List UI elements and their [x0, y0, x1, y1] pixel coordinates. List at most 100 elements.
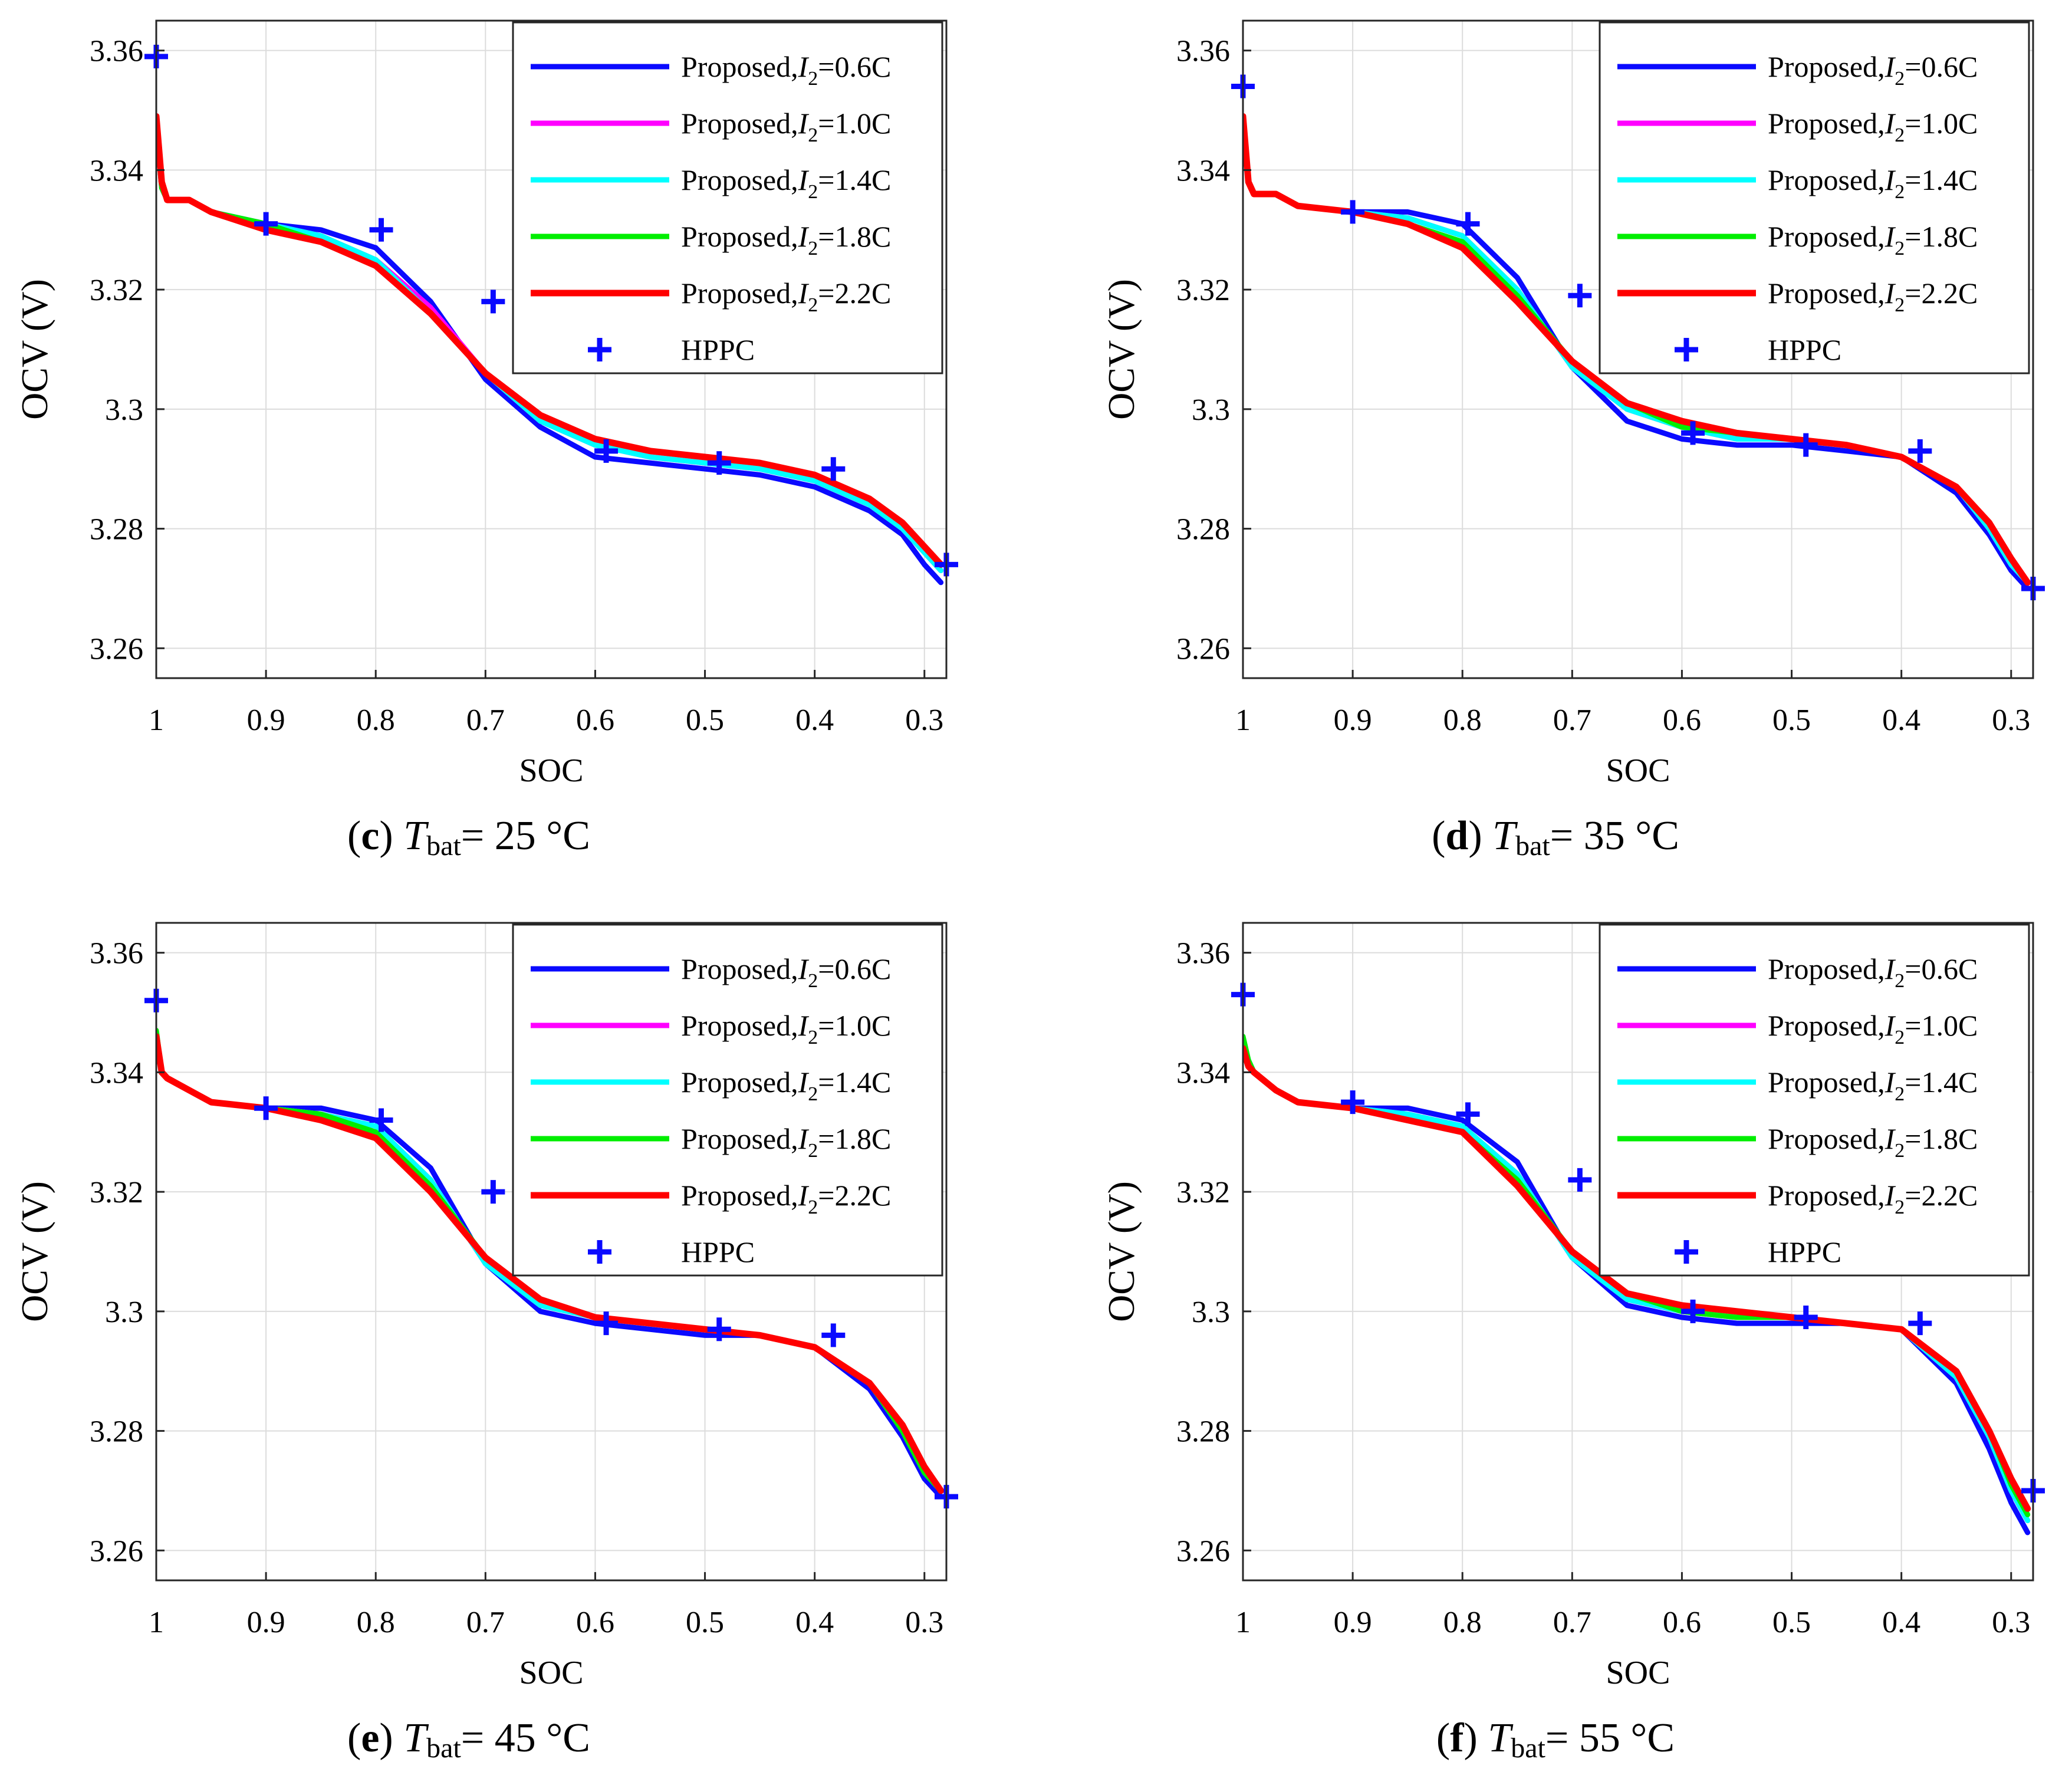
legend: Proposed,I2=0.6CProposed,I2=1.0CProposed…: [1599, 923, 2030, 1277]
axes-box: [1242, 19, 2034, 679]
legend-label-i2-1-0c: Proposed,I2=1.0C: [1768, 107, 1978, 146]
y-tick-label: 3.36: [1176, 35, 1230, 68]
legend-label-current: =0.6C: [1905, 952, 1978, 985]
y-tick-label: 3.28: [90, 1415, 143, 1449]
caption-letter: f: [1450, 1715, 1464, 1761]
caption-subscript: bat: [426, 1732, 461, 1764]
legend-label-current: =1.0C: [1905, 1009, 1978, 1042]
y-tick-label: 3.3: [1192, 393, 1230, 427]
x-tick-label: 0.7: [1553, 703, 1591, 737]
x-tick-label: 0.6: [1663, 1606, 1701, 1639]
x-tick-label: 1: [1235, 703, 1251, 737]
legend-label-current: =1.4C: [1905, 163, 1978, 196]
legend-label-i2-1-4c: Proposed,I2=1.4C: [1768, 1066, 1978, 1105]
y-tick-label: 3.36: [90, 35, 143, 68]
axes-box: [155, 922, 948, 1582]
legend-label-name: Proposed,: [681, 1009, 798, 1042]
hppc-marker: [1681, 421, 1705, 445]
legend-label-sub: 2: [1895, 970, 1905, 992]
legend-label-sub: 2: [1895, 238, 1905, 259]
legend-label-i2-1-4c: Proposed,I2=1.4C: [681, 1066, 891, 1105]
legend-label-name: Proposed,: [681, 50, 798, 83]
legend-label-var: I: [798, 1122, 810, 1155]
hppc-marker: [821, 1323, 846, 1347]
y-tick-label: 3.32: [90, 274, 143, 307]
x-tick-label: 0.8: [1443, 703, 1482, 737]
series-line-i2-2-2c: [156, 113, 945, 568]
legend-label-current: =1.4C: [818, 163, 891, 196]
legend-label-var: I: [1884, 277, 1896, 310]
legend-label-sub: 2: [808, 124, 818, 146]
caption-value: = 55 °C: [1545, 1715, 1675, 1761]
caption-subscript: bat: [1511, 1732, 1545, 1764]
legend-label-name: Proposed,: [1768, 163, 1885, 196]
hppc-marker: [1341, 1090, 1365, 1115]
x-tick-label: 0.7: [1553, 1606, 1591, 1639]
x-tick-label: 0.3: [1992, 1606, 2030, 1639]
legend-label-sub: 2: [1895, 181, 1905, 203]
legend-label-sub: 2: [1895, 124, 1905, 146]
series-line-i2-2-2c: [1243, 113, 2031, 586]
x-tick-label: 0.6: [576, 703, 614, 737]
y-tick-label: 3.32: [90, 1176, 143, 1209]
legend-label-current: =1.8C: [818, 1122, 891, 1155]
caption-subscript: bat: [426, 830, 461, 862]
x-tick-label: 1: [149, 703, 164, 737]
hppc-marker: [369, 218, 393, 242]
legend-label-name: Proposed,: [1768, 1179, 1885, 1212]
legend-label-i2-2-2c: Proposed,I2=2.2C: [681, 1179, 891, 1218]
y-tick-label: 3.34: [90, 154, 143, 188]
legend-label-hppc: HPPC: [1768, 333, 1841, 366]
legend-box: [1599, 21, 2030, 374]
legend-label-current: =1.8C: [1905, 220, 1978, 253]
legend-label-current: =2.2C: [818, 1179, 891, 1212]
x-tick-label: 0.9: [1334, 1606, 1372, 1639]
hppc-marker: [1341, 200, 1365, 224]
y-tick-label: 3.3: [105, 1296, 143, 1329]
x-tick-label: 0.3: [1992, 703, 2030, 737]
hppc-marker: [707, 451, 731, 475]
legend-label-hppc: HPPC: [681, 1235, 755, 1268]
legend-label-var: I: [798, 1179, 810, 1212]
y-tick-label: 3.28: [90, 513, 143, 547]
x-tick-label: 0.7: [466, 1606, 505, 1639]
legend-label-i2-1-8c: Proposed,I2=1.8C: [681, 1122, 891, 1162]
chart-panel-e: 1 0.9 0.8 0.7 0.6 0.5 0.4 0.3 3.26 3.28 3.3 3.32 3.3…: [14, 922, 958, 1764]
hppc-marker: [594, 439, 619, 463]
panel-caption-f: (f) Tbat= 55 °C: [1436, 1715, 1675, 1764]
axes-box: [1242, 922, 2034, 1582]
legend-label-name: Proposed,: [1768, 1009, 1885, 1042]
legend-label-var: I: [1884, 50, 1896, 83]
y-tick-label: 3.36: [1176, 937, 1230, 971]
x-tick-label: 0.7: [466, 703, 505, 737]
x-tick-label: 1: [1235, 1606, 1251, 1639]
hppc-marker: [1681, 1299, 1705, 1323]
hppc-marker: [1456, 212, 1480, 236]
legend-label-sub: 2: [808, 1196, 818, 1218]
y-tick-label: 3.28: [1176, 513, 1230, 547]
legend-label-sub: 2: [808, 238, 818, 259]
hppc-marker: [254, 1096, 278, 1120]
legend-label-name: Proposed,: [1768, 1122, 1885, 1155]
y-axis-title: OCV (V): [1100, 1181, 1142, 1322]
legend: Proposed,I2=0.6CProposed,I2=1.0CProposed…: [512, 21, 943, 374]
legend-label-i2-1-0c: Proposed,I2=1.0C: [681, 1009, 891, 1048]
legend-label-var: I: [798, 163, 810, 196]
hppc-marker: [1794, 1306, 1818, 1329]
legend-label-i2-1-4c: Proposed,I2=1.4C: [1768, 163, 1978, 203]
caption-close-paren: ): [1464, 1715, 1488, 1761]
panel-caption-d: (d) Tbat= 35 °C: [1432, 813, 1679, 862]
legend-label-sub: 2: [808, 181, 818, 203]
legend-label-name: Proposed,: [1768, 107, 1885, 140]
legend-label-name: Proposed,: [1768, 952, 1885, 985]
legend-label-current: =0.6C: [818, 50, 891, 83]
legend-label-sub: 2: [808, 1083, 818, 1105]
x-tick-label: 0.5: [686, 1606, 724, 1639]
hppc-marker: [1908, 439, 1932, 463]
legend-label-var: I: [798, 277, 810, 310]
legend-label-var: I: [798, 220, 810, 253]
legend-box: [1599, 923, 2030, 1277]
legend-label-hppc: HPPC: [1768, 1235, 1841, 1268]
hppc-marker: [369, 1108, 393, 1132]
